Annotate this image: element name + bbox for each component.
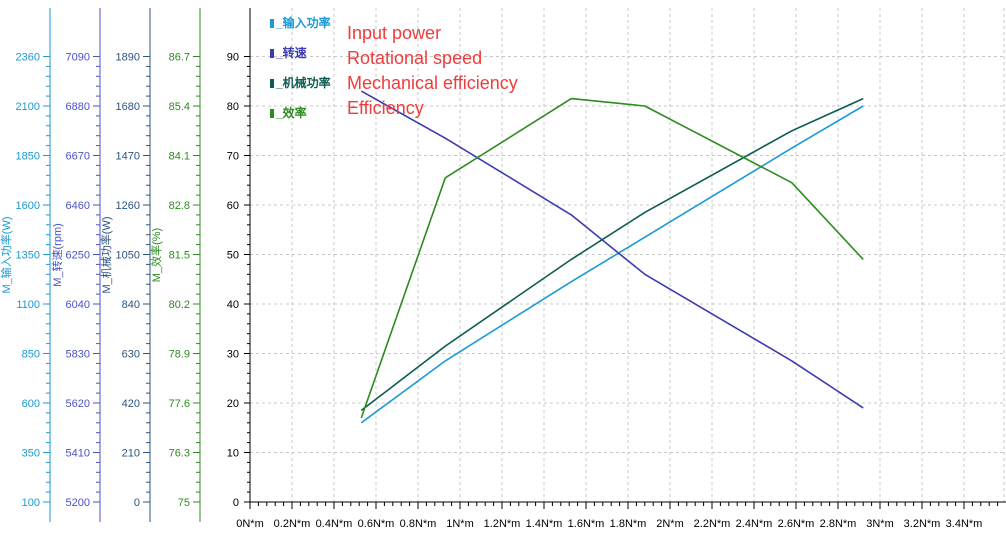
axis-tick-label-mech: 1050 (116, 250, 140, 262)
x-tick-label: 1.6N*m (568, 518, 605, 530)
axis-tick-label-speed: 5410 (66, 448, 90, 460)
legend-label: _输入功率 (275, 15, 331, 30)
axis-tick-label-eff: 78.9 (169, 349, 190, 361)
annotation-text: Efficiency (347, 98, 424, 118)
x-tick-label: 1.2N*m (484, 518, 521, 530)
x-tick-label: 3N*m (866, 518, 894, 530)
axis-tick-label-power: 1350 (16, 250, 40, 262)
axis-tick-label-mech: 1890 (116, 52, 140, 64)
x-tick-label: 2N*m (656, 518, 684, 530)
axis-tick-label-eff: 76.3 (169, 448, 190, 460)
axis-tick-label-speed: 5620 (66, 398, 90, 410)
axis-tick-label-mech: 840 (122, 299, 140, 311)
axis-tick-label-power: 1850 (16, 151, 40, 163)
x-tick-label: 3.2N*m (904, 518, 941, 530)
x-tick-label: 2.6N*m (778, 518, 815, 530)
legend-swatch (270, 109, 274, 118)
main-y-tick-label: 90 (227, 52, 239, 64)
axis-tick-label-speed: 6040 (66, 299, 90, 311)
main-y-tick-label: 40 (227, 299, 239, 311)
legend-swatch (270, 19, 274, 28)
x-tick-label: 0.2N*m (274, 518, 311, 530)
axis-tick-label-power: 350 (22, 448, 40, 460)
legend-label: _转速 (275, 45, 307, 60)
x-tick-label: 2.8N*m (820, 518, 857, 530)
axis-tick-label-power: 600 (22, 398, 40, 410)
main-y-tick-label: 60 (227, 200, 239, 212)
axis-tick-label-eff: 85.4 (169, 101, 190, 113)
legend-label: _机械功率 (275, 75, 331, 90)
axis-tick-label-eff: 81.5 (169, 250, 190, 262)
main-y-tick-label: 80 (227, 101, 239, 113)
axis-tick-label-speed: 6670 (66, 151, 90, 163)
axis-tick-label-power: 1100 (16, 299, 40, 311)
axis-tick-label-mech: 210 (122, 448, 140, 460)
axis-tick-label-mech: 1680 (116, 101, 140, 113)
x-tick-label: 0N*m (236, 518, 264, 530)
axis-tick-label-power: 100 (22, 497, 40, 509)
axis-title-power: M_输入功率(W) (0, 217, 13, 294)
axis-tick-label-eff: 75 (178, 497, 190, 509)
main-y-tick-label: 50 (227, 250, 239, 262)
axis-tick-label-speed: 6250 (66, 250, 90, 262)
annotation-text: Rotational speed (347, 48, 482, 68)
axis-tick-label-mech: 630 (122, 349, 140, 361)
main-y-tick-label: 20 (227, 398, 239, 410)
axis-title-eff: M_效率(%) (149, 228, 163, 282)
main-y-tick-label: 70 (227, 151, 239, 163)
x-tick-label: 3.4N*m (946, 518, 983, 530)
x-tick-label: 1.4N*m (526, 518, 563, 530)
axis-tick-label-speed: 5830 (66, 349, 90, 361)
axis-tick-label-mech: 420 (122, 398, 140, 410)
axis-tick-label-eff: 77.6 (169, 398, 190, 410)
axis-tick-label-mech: 1470 (116, 151, 140, 163)
legend-label: _效率 (275, 105, 307, 120)
axis-tick-label-mech: 1260 (116, 200, 140, 212)
x-tick-label: 1N*m (446, 518, 474, 530)
axis-title-mech: M_机械功率(W) (99, 217, 113, 294)
x-tick-label: 0.6N*m (358, 518, 395, 530)
main-y-tick-label: 10 (227, 448, 239, 460)
series-line (360, 90, 864, 409)
annotation-text: Mechanical efficiency (347, 73, 518, 93)
axis-title-speed: M_转速(rpm) (50, 223, 64, 287)
axis-tick-label-speed: 6460 (66, 200, 90, 212)
axis-tick-label-speed: 5200 (66, 497, 90, 509)
axis-tick-label-power: 1600 (16, 200, 40, 212)
x-tick-label: 2.4N*m (736, 518, 773, 530)
axis-tick-label-power: 850 (22, 349, 40, 361)
axis-tick-label-speed: 6880 (66, 101, 90, 113)
x-tick-label: 2.2N*m (694, 518, 731, 530)
axis-tick-label-mech: 0 (134, 497, 140, 509)
axis-tick-label-eff: 80.2 (169, 299, 190, 311)
legend-swatch (270, 49, 274, 58)
axis-tick-label-eff: 84.1 (169, 151, 190, 163)
series-line (360, 97, 864, 412)
legend-swatch (270, 79, 274, 88)
x-tick-label: 0.8N*m (400, 518, 437, 530)
axis-tick-label-power: 2360 (16, 52, 40, 64)
main-y-tick-label: 0 (233, 497, 239, 509)
series-line (360, 105, 864, 424)
axis-tick-label-eff: 82.8 (169, 200, 190, 212)
series-line (360, 97, 864, 419)
main-y-tick-label: 30 (227, 349, 239, 361)
x-tick-label: 1.8N*m (610, 518, 647, 530)
axis-tick-label-eff: 86.7 (169, 52, 190, 64)
annotation-text: Input power (347, 23, 441, 43)
axis-tick-label-speed: 7090 (66, 52, 90, 64)
axis-tick-label-power: 2100 (16, 101, 40, 113)
x-tick-label: 0.4N*m (316, 518, 353, 530)
